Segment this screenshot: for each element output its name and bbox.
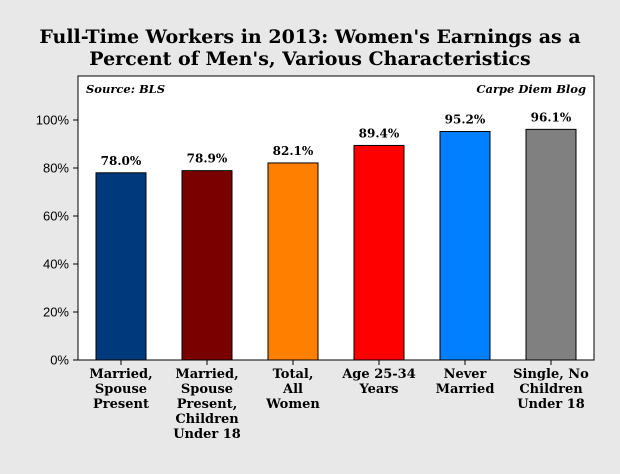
bar <box>353 144 405 361</box>
x-category-label: Single, No Children Under 18 <box>513 367 589 412</box>
y-tick-label: 0% <box>50 353 69 368</box>
x-category-label: Married, Spouse Present, Children Under 18 <box>173 367 241 442</box>
y-tick-label: 100% <box>36 113 70 128</box>
bar-value-label: 78.0% <box>101 154 142 168</box>
x-category-label-line: Married <box>436 382 495 397</box>
x-category-label-line: Children <box>519 382 583 397</box>
x-category-label-line: Total, <box>273 367 314 382</box>
source-note: Source: BLS <box>86 82 165 96</box>
credit-note: Carpe Diem Blog <box>476 82 586 96</box>
x-category-label-line: All <box>282 382 303 397</box>
x-category-label-line: Children <box>175 412 239 427</box>
y-tick-label: 80% <box>43 161 69 176</box>
y-tick-label: 60% <box>43 209 69 224</box>
chart-title: Full-Time Workers in 2013: Women's Earni… <box>0 26 620 70</box>
y-axis: 0% 20% 40% 60% 80% 100% <box>36 113 78 368</box>
bars: 78.0% 78.9% 82.1% 89.4% 95.2% 96.1% <box>95 110 577 361</box>
bar-value-label: 95.2% <box>445 113 486 127</box>
bar-value-label: 82.1% <box>273 144 314 158</box>
bar-value-label: 78.9% <box>187 152 228 166</box>
x-category-label-line: Single, No <box>513 367 589 382</box>
y-tick-label: 40% <box>43 257 69 272</box>
x-category-label-line: Present, <box>177 397 237 412</box>
bar-value-label: 96.1% <box>531 110 572 124</box>
bar <box>525 128 577 361</box>
bar <box>181 170 233 361</box>
y-tick-label: 20% <box>43 305 69 320</box>
x-category-label-line: Spouse <box>95 382 147 397</box>
x-category-label-line: Married, <box>89 367 152 382</box>
bar-value-label: 89.4% <box>359 126 400 140</box>
x-category-label-line: Age 25-34 <box>341 367 416 382</box>
x-category-label-line: Under 18 <box>517 397 585 412</box>
x-category-label: Married, Spouse Present <box>89 367 152 412</box>
x-category-label-line: Present <box>93 397 149 412</box>
x-category-label-line: Years <box>358 382 398 397</box>
x-category-label: Age 25-34 Years <box>341 367 416 397</box>
chart-title-line-2: Percent of Men's, Various Characteristic… <box>89 48 531 70</box>
x-category-label-line: Under 18 <box>173 427 241 442</box>
x-category-label-line: Never <box>444 367 487 382</box>
bar <box>439 131 491 361</box>
bar <box>267 162 319 361</box>
x-category-label: Never Married <box>436 367 495 397</box>
x-category-label-line: Women <box>265 397 320 412</box>
x-category-label: Total, All Women <box>265 367 320 412</box>
bar <box>95 172 147 361</box>
chart-title-line-1: Full-Time Workers in 2013: Women's Earni… <box>39 26 581 48</box>
x-category-label-line: Spouse <box>181 382 233 397</box>
plot-area <box>77 75 595 361</box>
x-category-label-line: Married, <box>175 367 238 382</box>
